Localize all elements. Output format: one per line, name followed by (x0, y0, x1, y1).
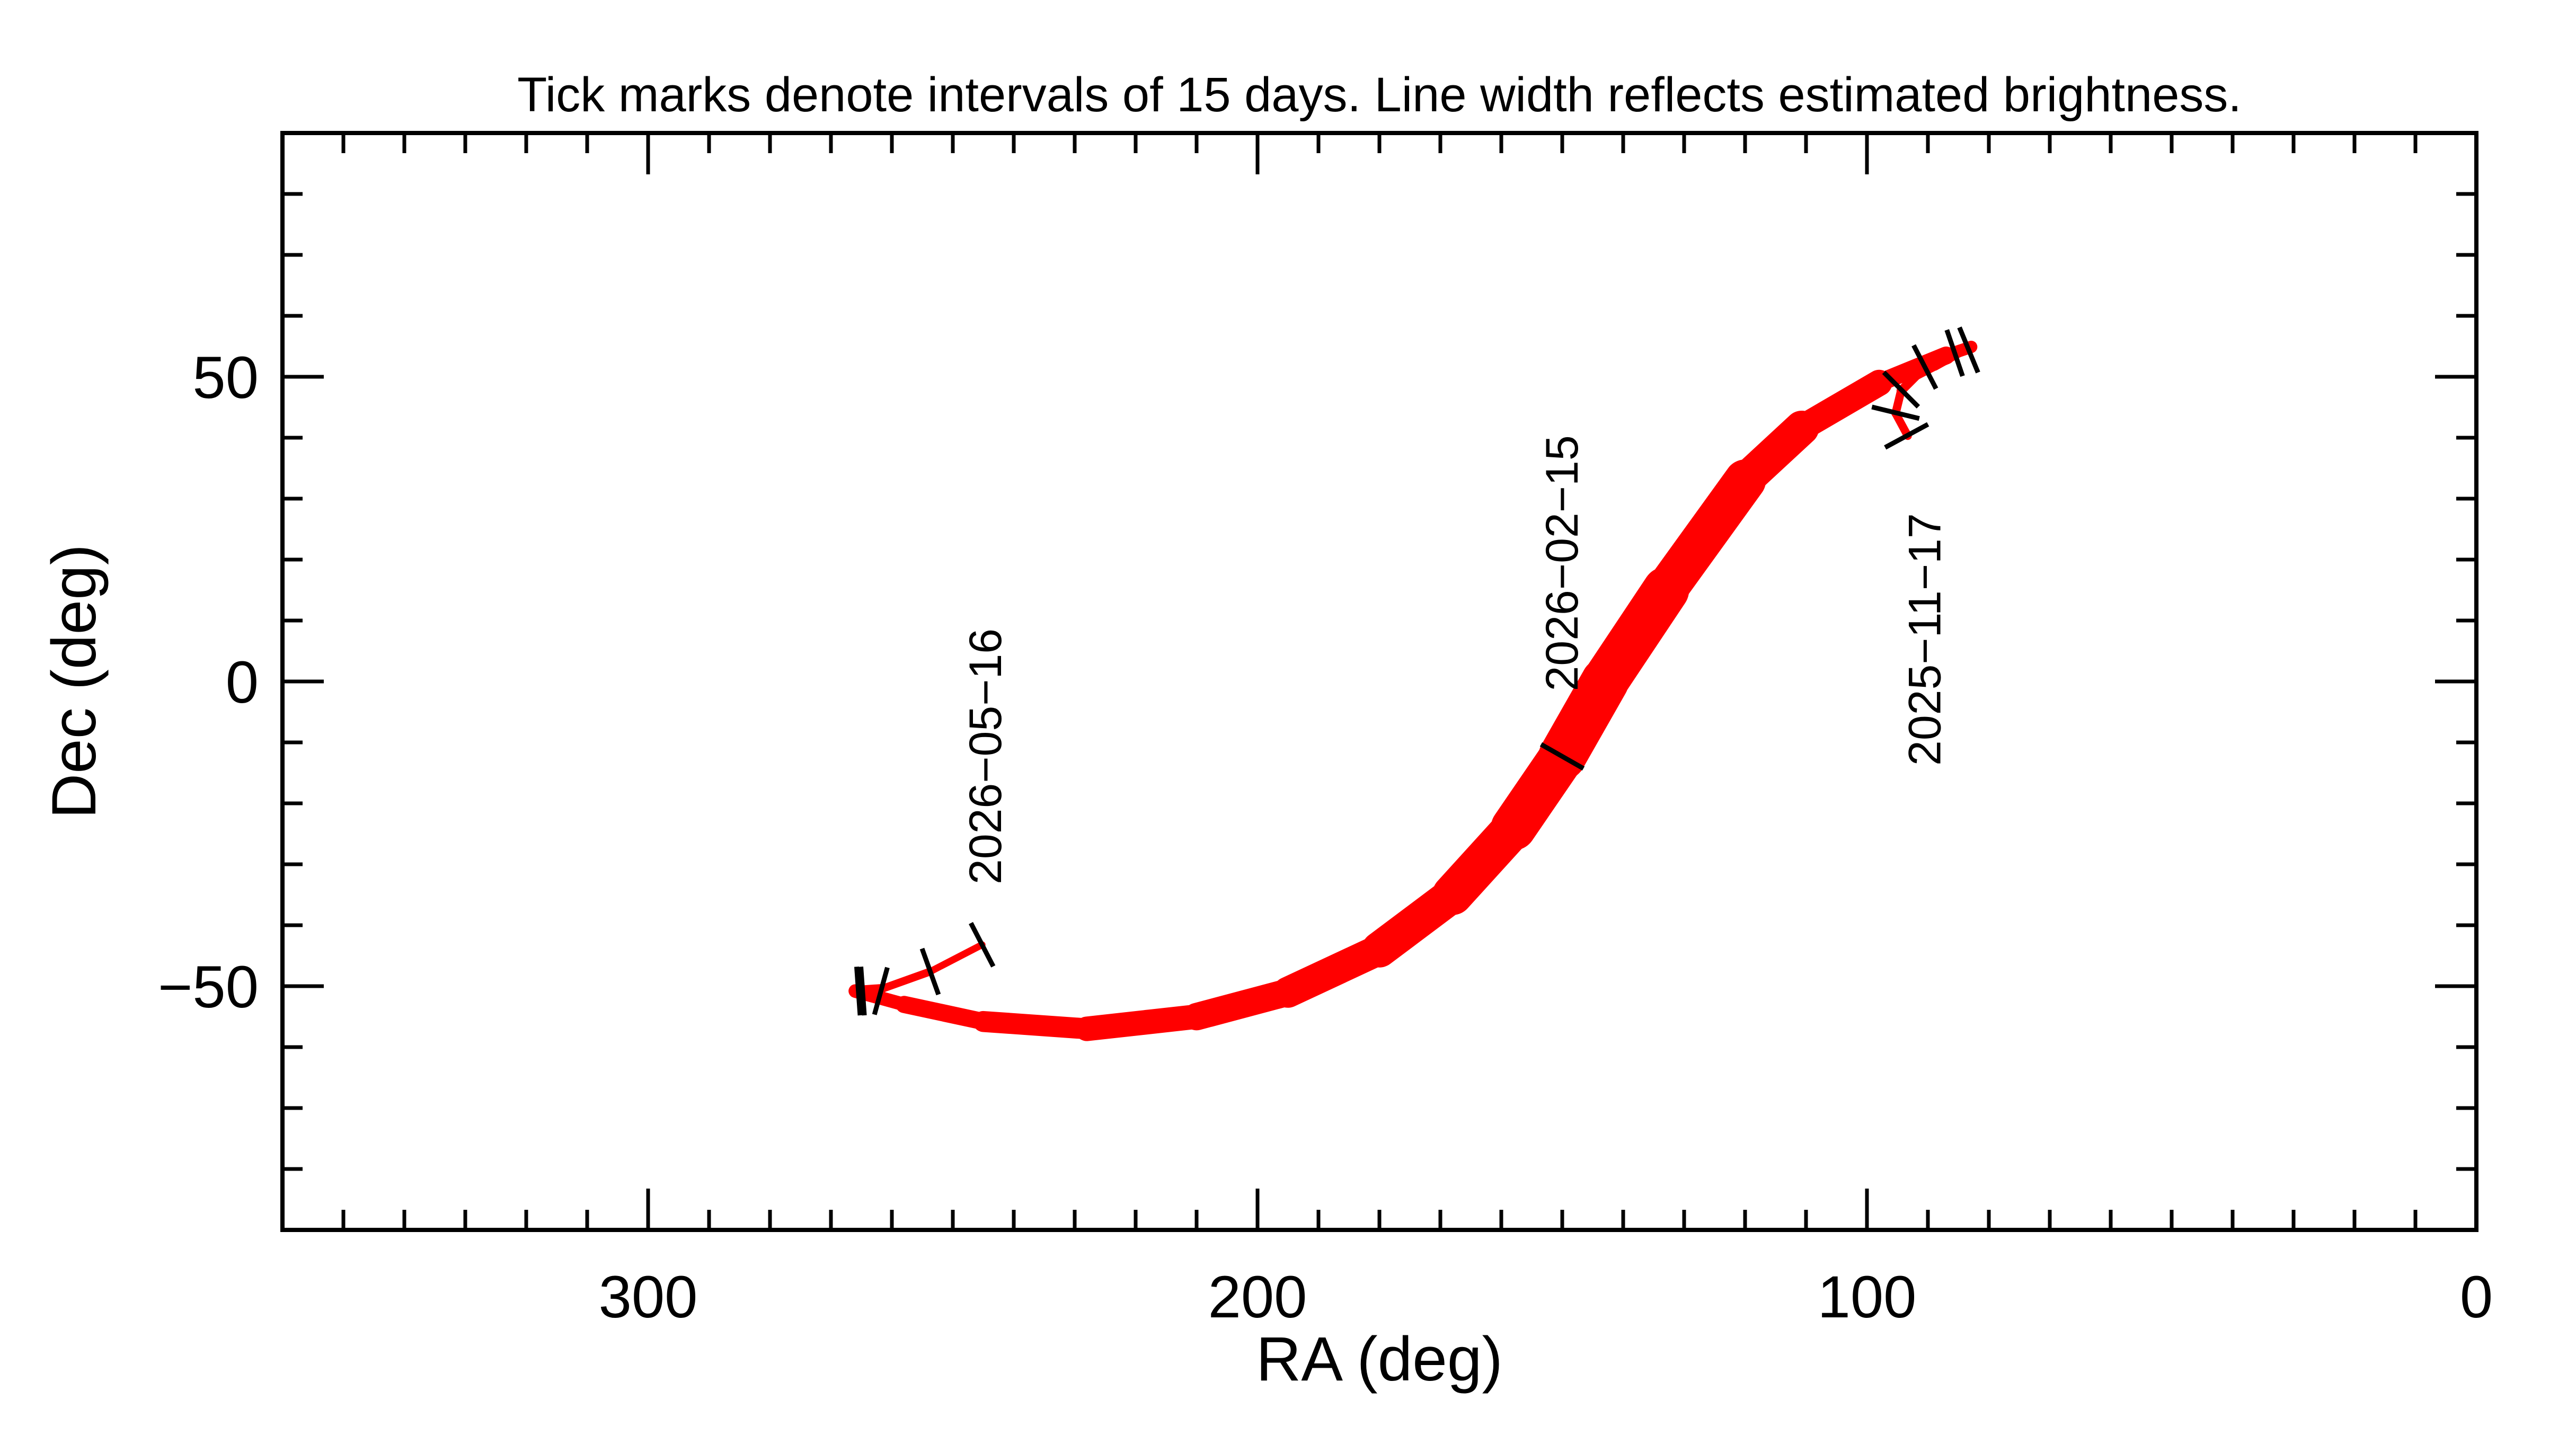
track-segment (1183, 978, 1302, 1031)
interval-tick (1944, 329, 1965, 377)
interval-tick (872, 967, 890, 1015)
track-segment (1074, 1004, 1209, 1041)
interval-tick (1884, 422, 1929, 450)
y-tick-label: 0 (226, 649, 259, 715)
x-tick-label: 0 (2460, 1264, 2493, 1330)
track-segment (1272, 934, 1395, 1008)
y-tick-label: −50 (158, 954, 259, 1020)
date-annotations: 2025−11−17 2026−02−15 2026−05−16 (960, 435, 1950, 884)
y-axis-label: Dec (deg) (39, 544, 109, 819)
track-segment (972, 1011, 1097, 1040)
date-label: 2026−05−16 (960, 628, 1011, 884)
interval-ticks (854, 326, 1980, 1016)
interval-tick (969, 922, 996, 968)
interval-tick (1871, 404, 1920, 421)
interval-tick (1911, 344, 1938, 390)
interval-tick (854, 966, 863, 1016)
y-tick-label: 50 (192, 344, 259, 411)
chart-title: Tick marks denote intervals of 15 days. … (517, 68, 2242, 122)
x-axis-label: RA (deg) (1256, 1324, 1503, 1394)
track-segment (895, 996, 992, 1030)
date-label: 2025−11−17 (1899, 513, 1950, 766)
track-segment (926, 941, 986, 975)
interval-tick (1539, 742, 1585, 771)
track (848, 340, 1978, 1041)
interval-tick (1882, 370, 1920, 409)
interval-tick (919, 947, 941, 996)
x-tick-label: 100 (1818, 1264, 1917, 1330)
date-label: 2026−02−15 (1537, 435, 1588, 691)
track-segment (877, 967, 934, 994)
interval-tick (1957, 326, 1980, 374)
plot-frame (280, 131, 2478, 1232)
track-segment (1891, 409, 1912, 440)
x-tick-label: 200 (1208, 1264, 1307, 1330)
x-tick-label: 300 (599, 1264, 698, 1330)
axes: 300 200 100 0 50 0 −50 (158, 131, 2493, 1330)
interval-tick (858, 966, 867, 1016)
